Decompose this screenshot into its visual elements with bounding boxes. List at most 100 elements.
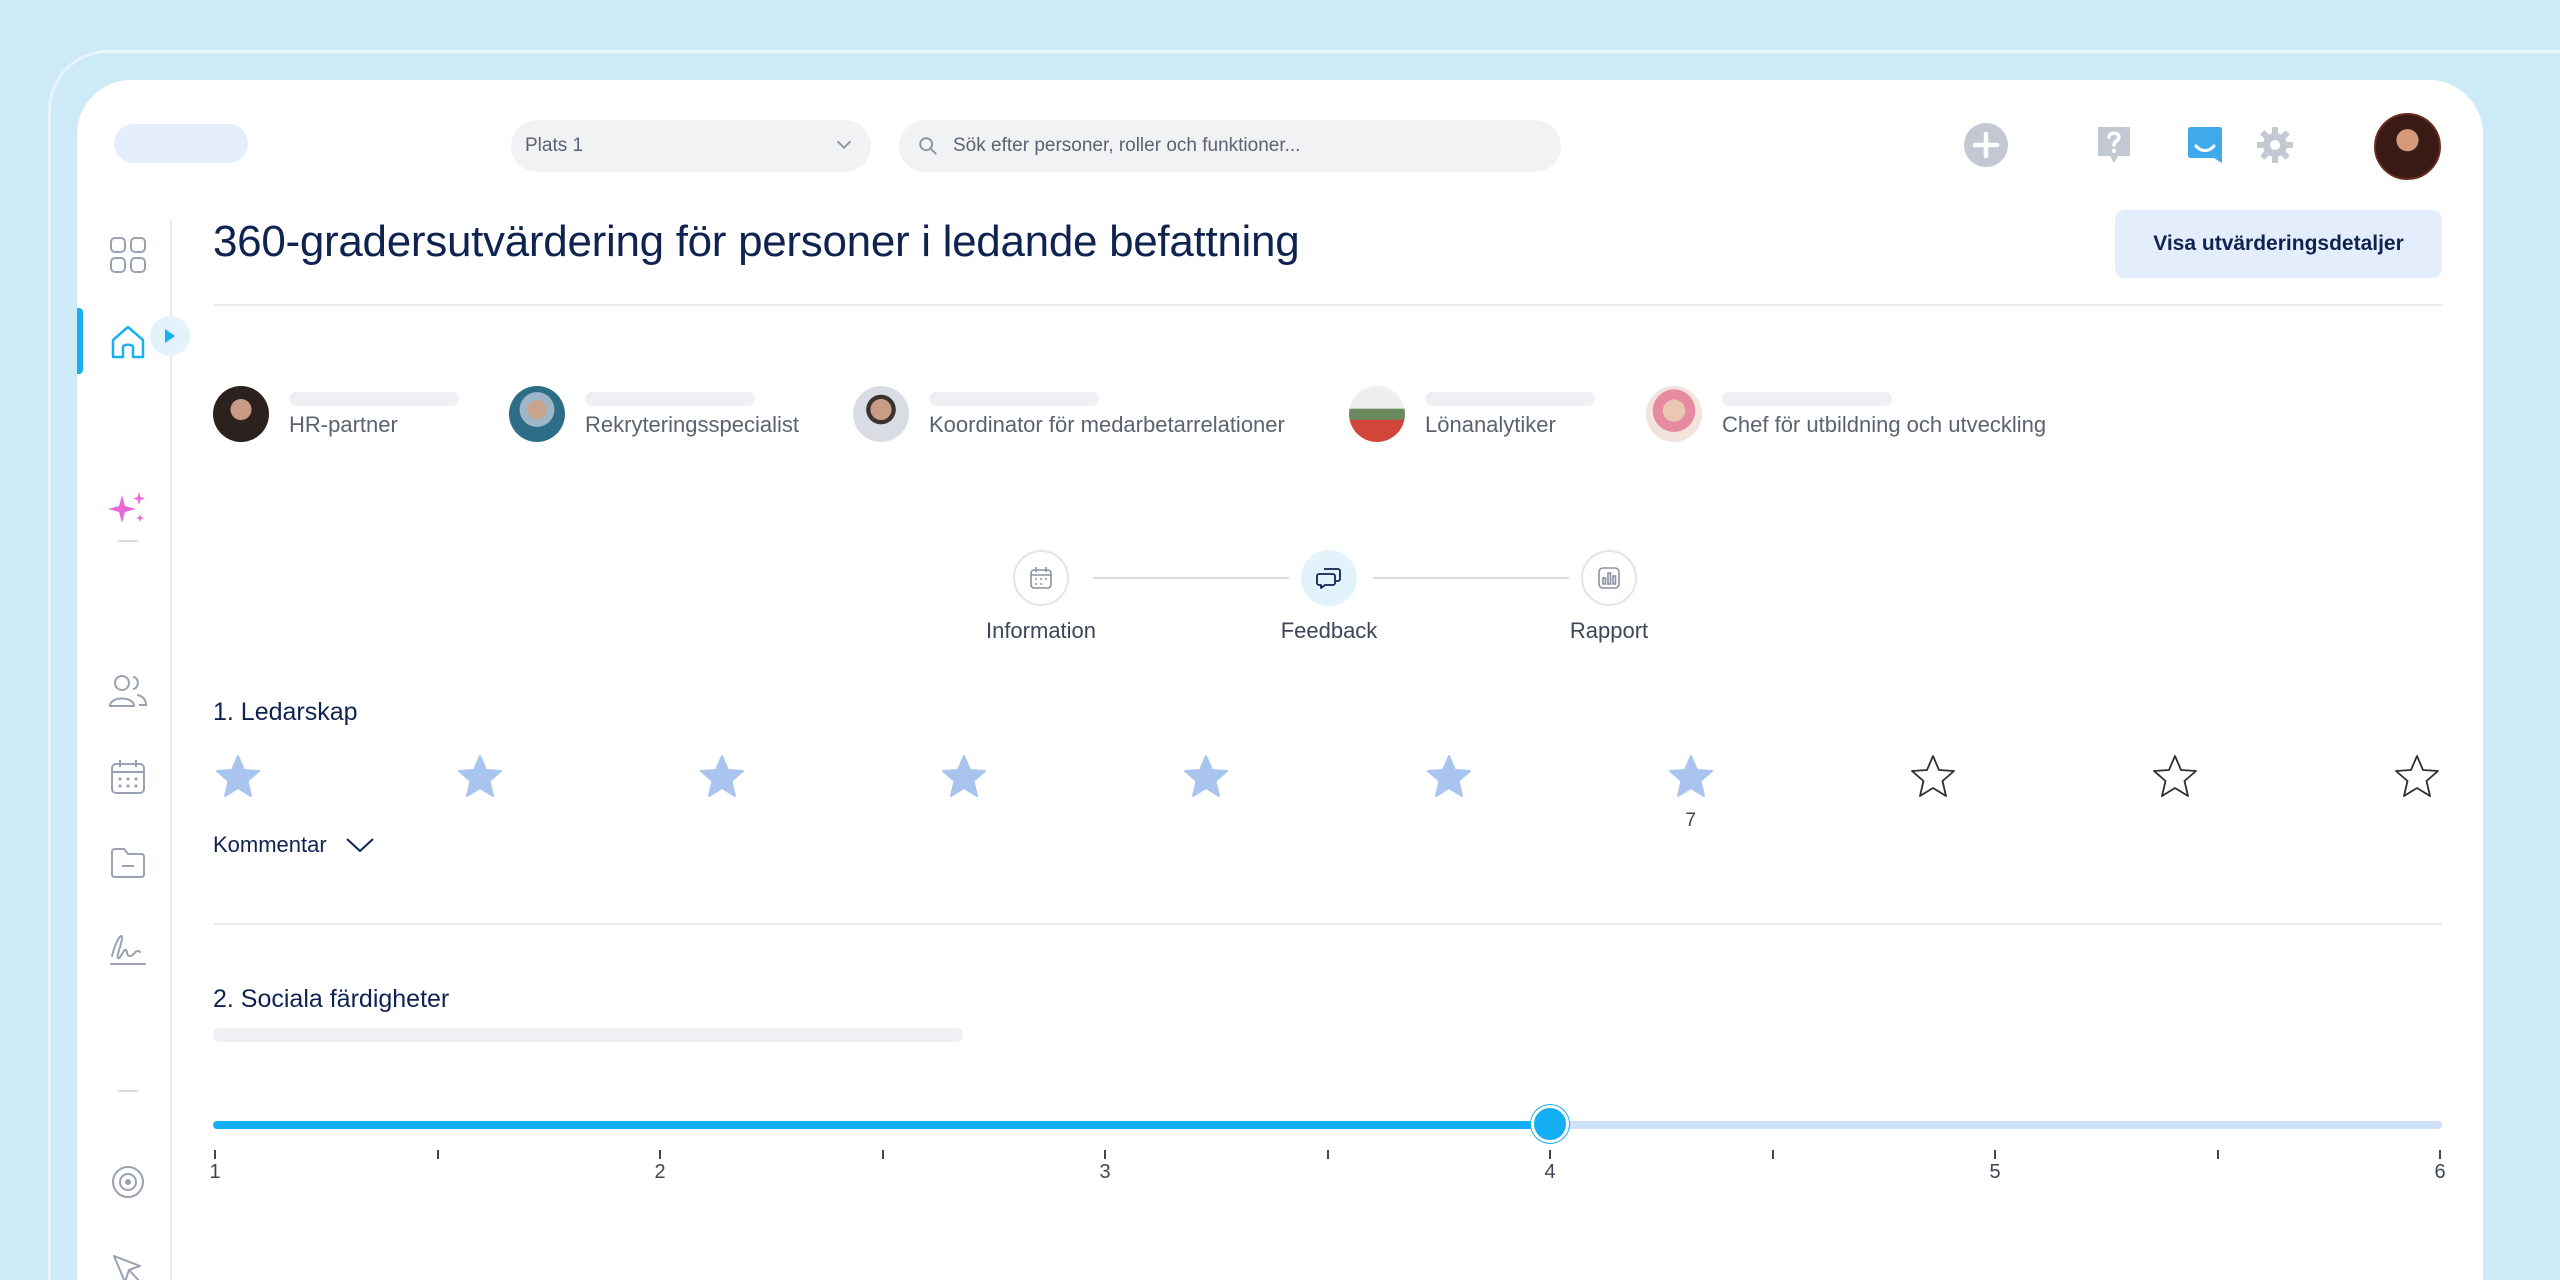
star-filled-icon[interactable] xyxy=(455,752,505,802)
gear-icon xyxy=(2257,127,2293,163)
avatar xyxy=(1349,386,1405,442)
sidebar-item-home[interactable] xyxy=(101,315,155,369)
avatar xyxy=(213,386,269,442)
star-empty-icon[interactable] xyxy=(2392,752,2442,802)
star-filled-icon[interactable] xyxy=(697,752,747,802)
plus-circle-icon xyxy=(1964,123,2008,167)
messages-button[interactable] xyxy=(2182,122,2228,168)
sidebar-divider xyxy=(170,220,172,1280)
name-placeholder xyxy=(585,392,755,406)
step-circle xyxy=(1301,550,1357,606)
slider-thumb[interactable] xyxy=(1531,1105,1570,1143)
role-label: Rekryteringsspecialist xyxy=(585,412,799,437)
name-placeholder xyxy=(289,392,459,406)
slider-tick xyxy=(1771,1150,1774,1159)
name-placeholder xyxy=(1425,392,1595,406)
star-rating[interactable] xyxy=(213,752,2442,812)
role-label: Lönanalytiker xyxy=(1425,412,1556,437)
location-select[interactable]: Plats 1 xyxy=(511,120,871,172)
help-icon xyxy=(2098,127,2130,163)
step-label: Information xyxy=(985,618,1097,643)
role-label: Chef för utbildning och utveckling xyxy=(1722,412,2047,437)
search-input[interactable] xyxy=(953,135,1543,157)
chevron-down-icon xyxy=(836,140,852,150)
sidebar-active-indicator xyxy=(77,308,83,374)
add-button[interactable] xyxy=(1963,122,2009,168)
step-connector xyxy=(1093,577,1289,579)
app-window: Plats 1 xyxy=(77,80,2483,1280)
folder-icon xyxy=(111,848,145,878)
signature-icon xyxy=(110,935,146,965)
sidebar-item-apps[interactable] xyxy=(101,228,155,282)
sidebar-expand-button[interactable] xyxy=(150,316,190,356)
question-title: 1. Ledarskap xyxy=(213,698,358,726)
step-connector xyxy=(1373,577,1569,579)
slider-tick-label: 2 xyxy=(654,1161,666,1183)
slider-tick xyxy=(1549,1150,1551,1159)
slider-tick-label: 1 xyxy=(209,1161,221,1183)
caret-right-icon xyxy=(165,329,175,343)
slider-fill xyxy=(213,1121,1551,1129)
star-filled-icon[interactable] xyxy=(1181,752,1231,802)
star-empty-icon[interactable] xyxy=(1908,752,1958,802)
step-circle xyxy=(1013,550,1069,606)
slider-tick xyxy=(214,1150,216,1159)
sidebar-item-people[interactable] xyxy=(101,664,155,718)
slider-tick-label: 5 xyxy=(1989,1161,2001,1183)
star-filled-icon[interactable] xyxy=(1424,752,1474,802)
calendar-icon xyxy=(111,760,145,794)
avatar xyxy=(853,386,909,442)
name-placeholder xyxy=(929,392,1099,406)
sidebar-item-signatures[interactable] xyxy=(101,922,155,976)
target-icon xyxy=(112,1166,144,1198)
step-information[interactable]: Information xyxy=(971,550,1111,644)
step-feedback[interactable]: Feedback xyxy=(1259,550,1399,644)
home-icon xyxy=(111,325,145,359)
slider-tick xyxy=(2439,1150,2441,1159)
sidebar-item-ai[interactable] xyxy=(101,482,155,536)
users-icon xyxy=(108,675,148,707)
step-label: Feedback xyxy=(1280,618,1378,643)
question-title: 2. Sociala färdigheter xyxy=(213,985,450,1013)
slider-tick-label: 3 xyxy=(1099,1161,1111,1183)
step-circle xyxy=(1581,550,1637,606)
star-empty-icon[interactable] xyxy=(2150,752,2200,802)
header-divider xyxy=(213,304,2442,306)
avatar xyxy=(1646,386,1702,442)
settings-button[interactable] xyxy=(2252,122,2298,168)
role-label: Koordinator för medarbetarrelationer xyxy=(929,412,1285,437)
sidebar-item-pointer[interactable] xyxy=(101,1243,155,1280)
chevron-down-icon xyxy=(346,838,374,853)
sidebar-item-goals[interactable] xyxy=(101,1155,155,1209)
sidebar-item-calendar[interactable] xyxy=(101,750,155,804)
avatar xyxy=(509,386,565,442)
search-bar[interactable] xyxy=(899,120,1561,172)
user-avatar[interactable] xyxy=(2374,113,2441,180)
slider-tick xyxy=(881,1150,884,1159)
sidebar-separator xyxy=(118,1090,138,1092)
chat-bubbles-icon xyxy=(1316,568,1341,589)
sparkle-icon xyxy=(108,492,145,523)
page-title: 360-gradersutvärdering för personer i le… xyxy=(213,217,1300,266)
slider-tick xyxy=(436,1150,439,1159)
comment-label: Kommentar xyxy=(213,832,327,857)
name-placeholder xyxy=(1722,392,1892,406)
role-label: HR-partner xyxy=(289,412,398,437)
evaluation-details-button[interactable]: Visa utvärderingsdetaljer xyxy=(2115,210,2442,278)
rating-value: 7 xyxy=(1685,810,1696,831)
slider-tick xyxy=(1326,1150,1329,1159)
star-filled-icon[interactable] xyxy=(213,752,263,802)
step-report[interactable]: Rapport xyxy=(1539,550,1679,644)
question-divider xyxy=(213,923,2442,925)
slider-tick-label: 4 xyxy=(1544,1161,1556,1183)
star-filled-icon[interactable] xyxy=(1666,752,1716,802)
logo-placeholder[interactable] xyxy=(114,124,248,163)
help-button[interactable] xyxy=(2091,122,2137,168)
star-filled-icon[interactable] xyxy=(939,752,989,802)
bar-chart-icon xyxy=(1598,567,1620,589)
rating-slider[interactable] xyxy=(213,1105,2442,1143)
grid-icon xyxy=(110,237,146,273)
comment-toggle[interactable]: Kommentar xyxy=(213,832,375,858)
chat-icon xyxy=(2188,127,2222,163)
sidebar-item-documents[interactable] xyxy=(101,836,155,890)
